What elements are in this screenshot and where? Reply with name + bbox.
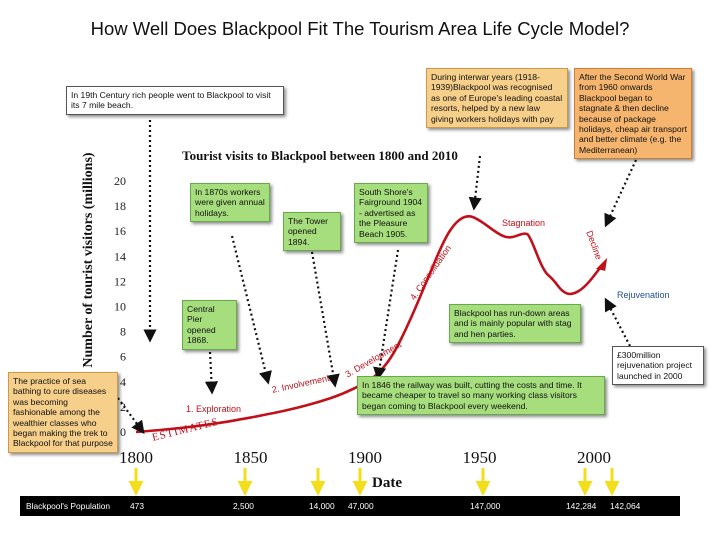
- x-axis-label: Date: [372, 475, 402, 491]
- arrow-sea-bathing: [111, 389, 145, 435]
- y-tick-label: 18: [114, 199, 126, 213]
- annotation-sea-bathing: The practice of sea bathing to cure dise…: [8, 372, 118, 453]
- arrow-post-war: [604, 159, 637, 228]
- stage-rejuvenation: Rejuvenation: [617, 290, 670, 300]
- annotation-19th-century: In 19th Century rich people went to Blac…: [66, 86, 284, 115]
- y-tick-label: 2: [120, 400, 126, 414]
- arrow-tower: [310, 251, 340, 388]
- x-tick-label: 1900: [348, 448, 382, 467]
- y-tick-label: 6: [120, 350, 126, 364]
- arrow-south-shore: [373, 249, 400, 381]
- population-1800: 473: [130, 501, 144, 511]
- arrow-interwar: [468, 155, 482, 211]
- y-tick-label: 20: [114, 174, 126, 188]
- annotation-tower: The Tower opened 1894.: [283, 212, 341, 252]
- y-tick-label: 0: [120, 425, 126, 439]
- y-tick-label: 12: [114, 274, 126, 288]
- annotation-run-down: Blackpool has run-down areas and is main…: [449, 304, 581, 344]
- annotation-south-shore: South Shore's Fairground 1904 - advertis…: [354, 183, 428, 244]
- x-tick-label: 2000: [577, 448, 611, 467]
- population-1881: 14,000: [309, 501, 335, 511]
- x-tick-label: 1950: [463, 448, 497, 467]
- tourist-visits-line: [135, 214, 605, 434]
- chart-title: Tourist visits to Blackpool between 1800…: [182, 148, 458, 163]
- population-bar: Blackpool's Population 473 2,500 14,000 …: [20, 496, 680, 516]
- y-tick-label: 4: [120, 375, 126, 389]
- y-tick-label: 8: [120, 325, 126, 339]
- x-tick-label: 1850: [234, 448, 268, 467]
- stage-exploration: 1. Exploration: [186, 404, 242, 414]
- population-1901: 47,000: [348, 501, 374, 511]
- arrow-central-pier: [204, 351, 219, 395]
- population-label: Blackpool's Population: [26, 501, 111, 511]
- y-tick-label: 10: [114, 300, 126, 314]
- population-2001: 142,284: [566, 501, 597, 511]
- population-1850: 2,500: [233, 501, 254, 511]
- series-arrowhead: [596, 257, 608, 271]
- population-1951: 147,000: [470, 501, 501, 511]
- annotation-interwar: During interwar years (1918-1939)Blackpo…: [426, 68, 568, 129]
- annotation-rejuvenation-project: £300million rejuvenation project launche…: [612, 346, 704, 386]
- y-axis-label: Number of tourist visitors (millions): [81, 152, 96, 368]
- x-tick-label: 1800: [119, 448, 153, 467]
- arrow-rejuvenation: [604, 297, 631, 347]
- population-2011: 142,064: [610, 501, 641, 511]
- annotation-railway: In 1846 the railway was built, cutting t…: [357, 376, 605, 416]
- y-tick-label: 16: [114, 224, 126, 238]
- stage-stagnation: Stagnation: [502, 218, 546, 228]
- slide-title: How Well Does Blackpool Fit The Tourism …: [90, 18, 630, 39]
- y-tick-label: 14: [114, 249, 126, 263]
- annotation-post-war: After the Second World War from 1960 onw…: [574, 68, 692, 160]
- annotation-central-pier: Central Pier opened 1868.: [182, 300, 237, 350]
- annotation-1870s-holidays: In 1870s workers were given annual holid…: [190, 183, 270, 223]
- arrow-1870s: [230, 235, 272, 385]
